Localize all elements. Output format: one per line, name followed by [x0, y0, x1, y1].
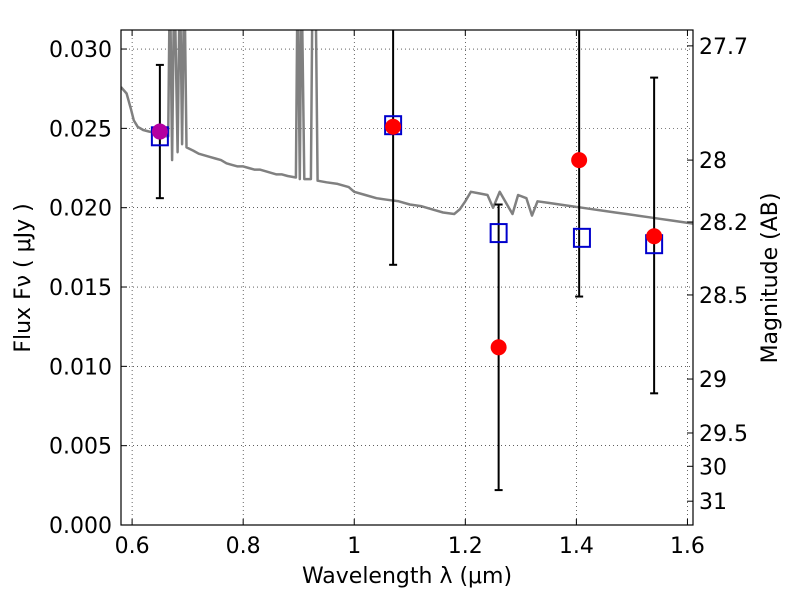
mag-tick-label: 30: [699, 455, 727, 480]
error-bars: [155, 30, 659, 492]
x-tick-label: 0.8: [226, 534, 261, 559]
x-axis-title: Wavelength λ (μm): [302, 564, 512, 589]
y-axis-right-title: Magnitude (AB): [758, 193, 783, 364]
x-tick-label: 0.6: [115, 534, 150, 559]
template-spectrum: [121, 30, 693, 225]
observed-point: [646, 228, 663, 245]
mag-tick-label: 28.2: [699, 211, 748, 236]
grid: [121, 30, 693, 526]
x-tick-label: 1: [347, 534, 361, 559]
model-square: [572, 227, 591, 248]
observed-point: [571, 152, 588, 169]
y-tick-label: 0.000: [49, 514, 112, 539]
y-tick-label: 0.020: [49, 197, 112, 222]
spectrum-line: [121, 30, 693, 225]
x-tick-label: 1.6: [670, 534, 705, 559]
y-tick-label: 0.010: [49, 355, 112, 380]
observed-point: [385, 118, 402, 135]
mag-tick-label: 29: [699, 368, 727, 393]
y-tick-label: 0.005: [49, 435, 112, 460]
mag-tick-label: 28.5: [699, 284, 748, 309]
y-tick-label: 0.030: [49, 38, 112, 63]
observed-points: [151, 118, 663, 356]
y-tick-label: 0.025: [49, 117, 112, 142]
mag-tick-label: 31: [699, 490, 727, 515]
y-axis-title: Flux Fν ( μJy ): [11, 203, 36, 352]
mag-tick-label: 29.5: [699, 422, 748, 447]
x-tick-label: 1.4: [559, 534, 594, 559]
observed-point: [151, 123, 168, 140]
observed-point: [490, 339, 507, 356]
mag-tick-label: 28: [699, 149, 727, 174]
x-tick-label: 1.2: [448, 534, 483, 559]
model-points: [150, 115, 664, 255]
model-square: [489, 223, 508, 244]
axis-ticks: 0.6 0.8 1 1.2 1.4 1.6 0.000 0.005 0.010 0.015 0.02…: [49, 30, 748, 559]
plot-frame: [120, 29, 694, 526]
y-tick-label: 0.015: [49, 276, 112, 301]
mag-tick-label: 27.7: [699, 35, 748, 60]
